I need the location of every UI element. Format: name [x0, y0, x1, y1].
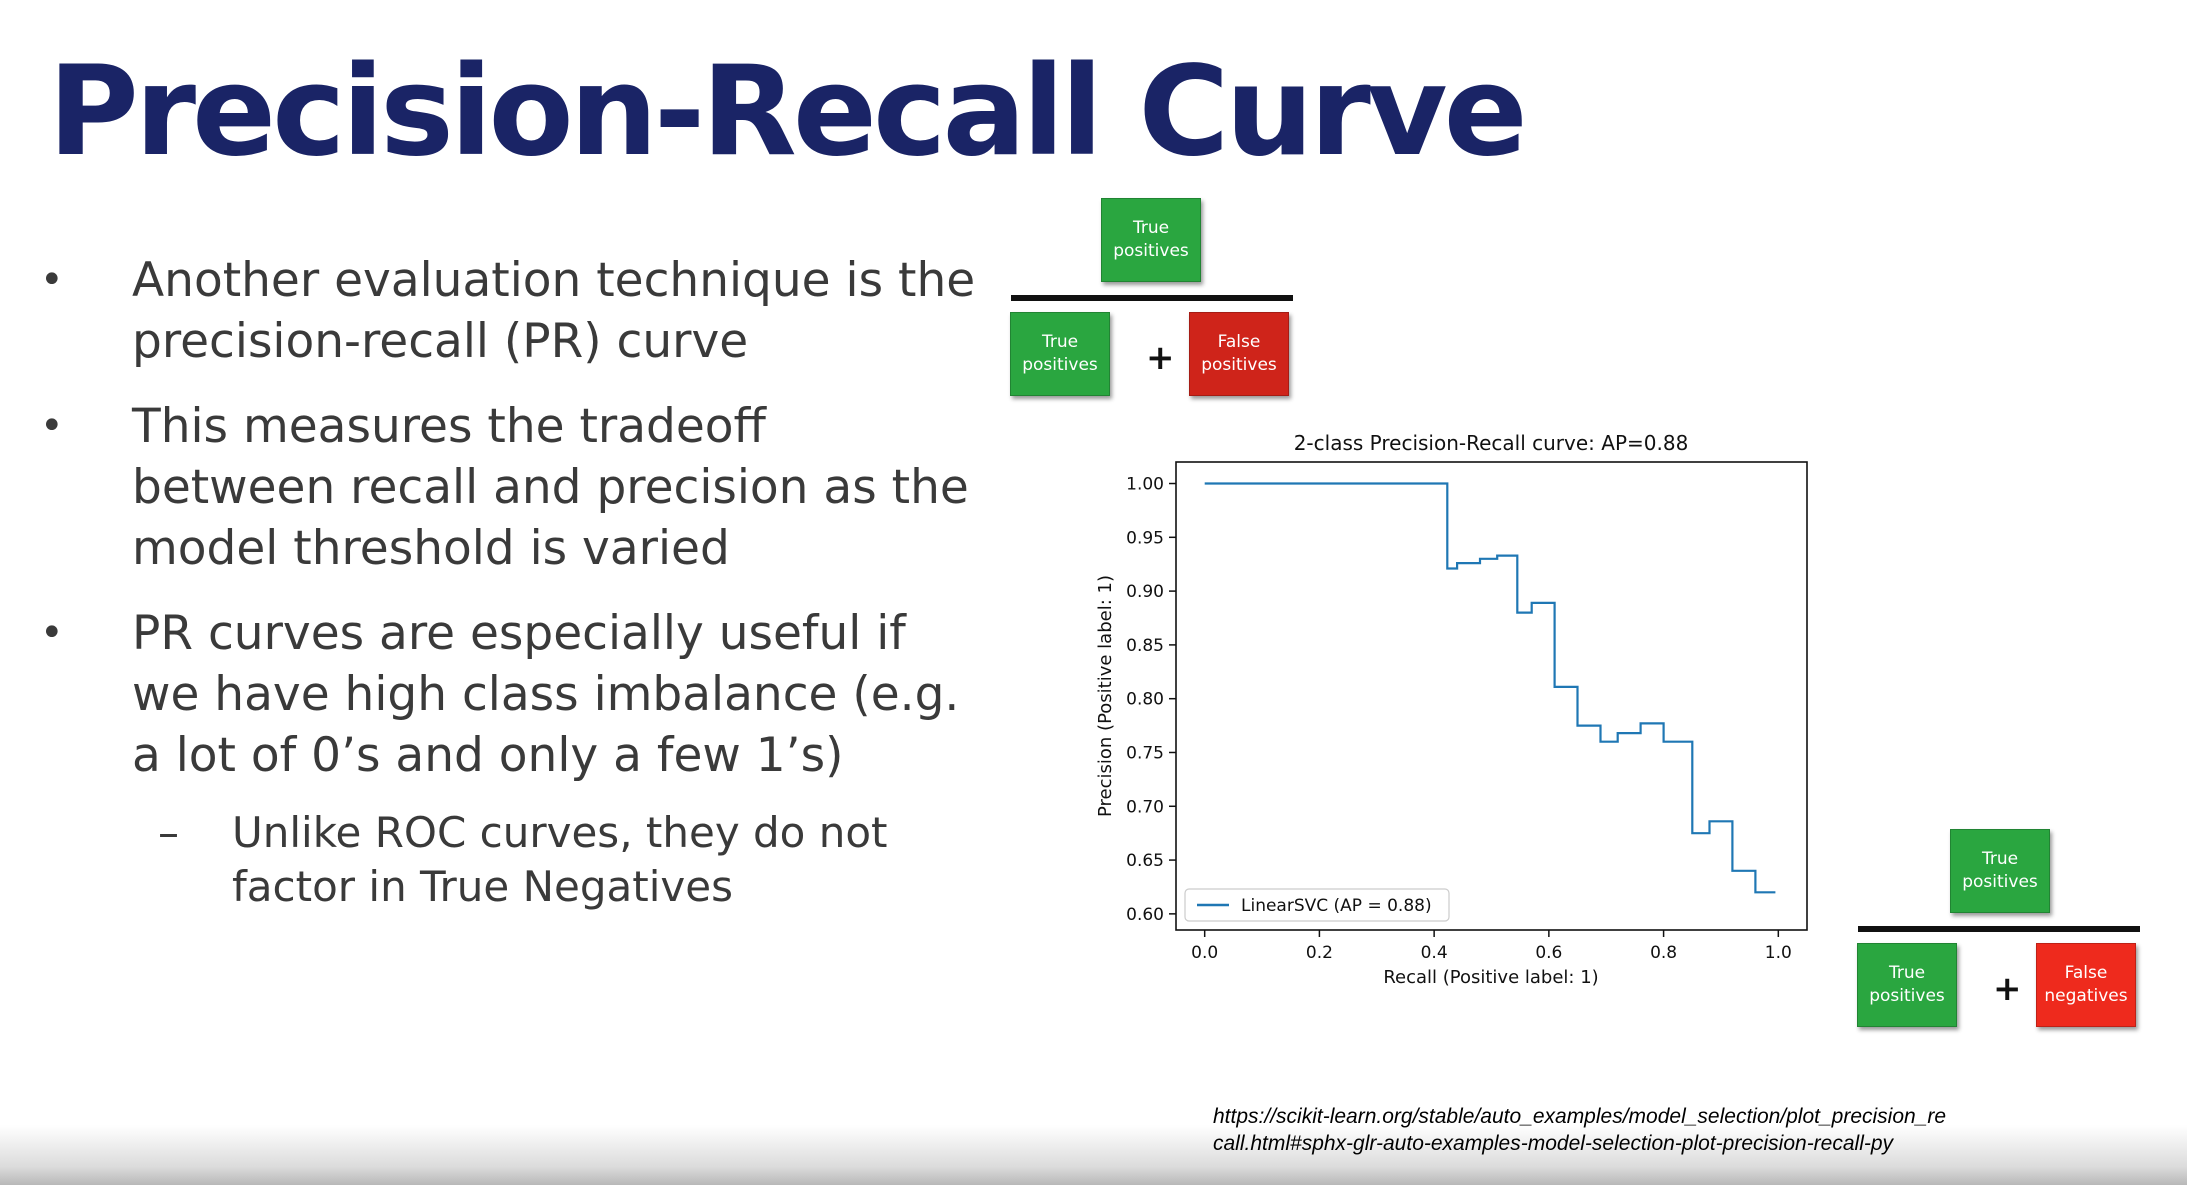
y-tick-label: 0.60	[1126, 905, 1164, 925]
recall-denominator-true-positives-box: True positives	[1857, 943, 1957, 1027]
y-tick-label: 0.80	[1126, 690, 1164, 710]
sub-bullet-text: Unlike ROC curves, they do not factor in…	[232, 808, 888, 911]
pr-curve-line	[1204, 482, 1776, 894]
chart-title: 2-class Precision-Recall curve: AP=0.88	[1294, 431, 1689, 455]
bullet-text: Another evaluation technique is the prec…	[132, 253, 976, 369]
recall-numerator-true-positives-box: True positives	[1950, 829, 2050, 913]
y-tick-label: 0.65	[1126, 851, 1164, 871]
x-axis-label: Recall (Positive label: 1)	[1383, 967, 1598, 988]
sub-bullet-marker: –	[158, 808, 179, 857]
precision-plus-sign: +	[1146, 338, 1175, 378]
legend-label: LinearSVC (AP = 0.88)	[1241, 896, 1432, 916]
y-tick-label: 1.00	[1126, 475, 1164, 495]
legend-box	[1184, 888, 1450, 922]
x-tick-label: 0.6	[1535, 943, 1562, 963]
chart-legend: LinearSVC (AP = 0.88)	[1184, 888, 1450, 922]
source-url-link[interactable]: https://scikit-learn.org/stable/auto_exa…	[1213, 1105, 1947, 1155]
recall-plus-sign: +	[1993, 969, 2022, 1009]
y-axis: 0.60 0.65 0.70 0.75 0.80 0.85 0.90 0.95 1.00	[1126, 475, 1176, 925]
recall-fraction-line	[1858, 926, 2140, 932]
x-axis: 0.0 0.2 0.4 0.6 0.8 1.0	[1191, 930, 1792, 963]
precision-fraction-line	[1011, 295, 1293, 301]
y-tick-label: 0.70	[1126, 797, 1164, 817]
bullet-marker: •	[40, 403, 64, 449]
bullet-item: • Another evaluation technique is the pr…	[40, 250, 980, 372]
bottom-shade	[0, 1125, 2187, 1185]
slide-title: Precision-Recall Curve	[48, 40, 1528, 184]
series-layer	[1204, 482, 1776, 894]
x-tick-label: 1.0	[1765, 943, 1792, 963]
y-tick-label: 0.85	[1126, 636, 1164, 656]
y-axis-label: Precision (Positive label: 1)	[1095, 575, 1116, 817]
recall-false-negatives-box: False negatives	[2036, 943, 2136, 1027]
precision-numerator-true-positives-box: True positives	[1101, 198, 1201, 282]
bullet-text: This measures the tradeoff between recal…	[132, 399, 969, 576]
bullet-item: • PR curves are especially useful if we …	[40, 603, 980, 786]
y-tick-label: 0.95	[1126, 528, 1164, 548]
y-tick-label: 0.75	[1126, 743, 1164, 763]
x-tick-label: 0.4	[1421, 943, 1448, 963]
bullet-item: • This measures the tradeoff between rec…	[40, 396, 980, 579]
precision-false-positives-box: False positives	[1189, 312, 1289, 396]
bullet-marker: •	[40, 610, 64, 656]
bullet-marker: •	[40, 257, 64, 303]
bullet-list: • Another evaluation technique is the pr…	[40, 250, 980, 914]
bullet-text: PR curves are especially useful if we ha…	[132, 606, 960, 783]
y-tick-label: 0.90	[1126, 582, 1164, 602]
sub-bullet-item: – Unlike ROC curves, they do not factor …	[40, 806, 980, 914]
x-tick-label: 0.0	[1191, 943, 1218, 963]
x-tick-label: 0.2	[1306, 943, 1333, 963]
precision-denominator-true-positives-box: True positives	[1010, 312, 1110, 396]
plot-area	[1175, 461, 1808, 931]
x-tick-label: 0.8	[1650, 943, 1677, 963]
